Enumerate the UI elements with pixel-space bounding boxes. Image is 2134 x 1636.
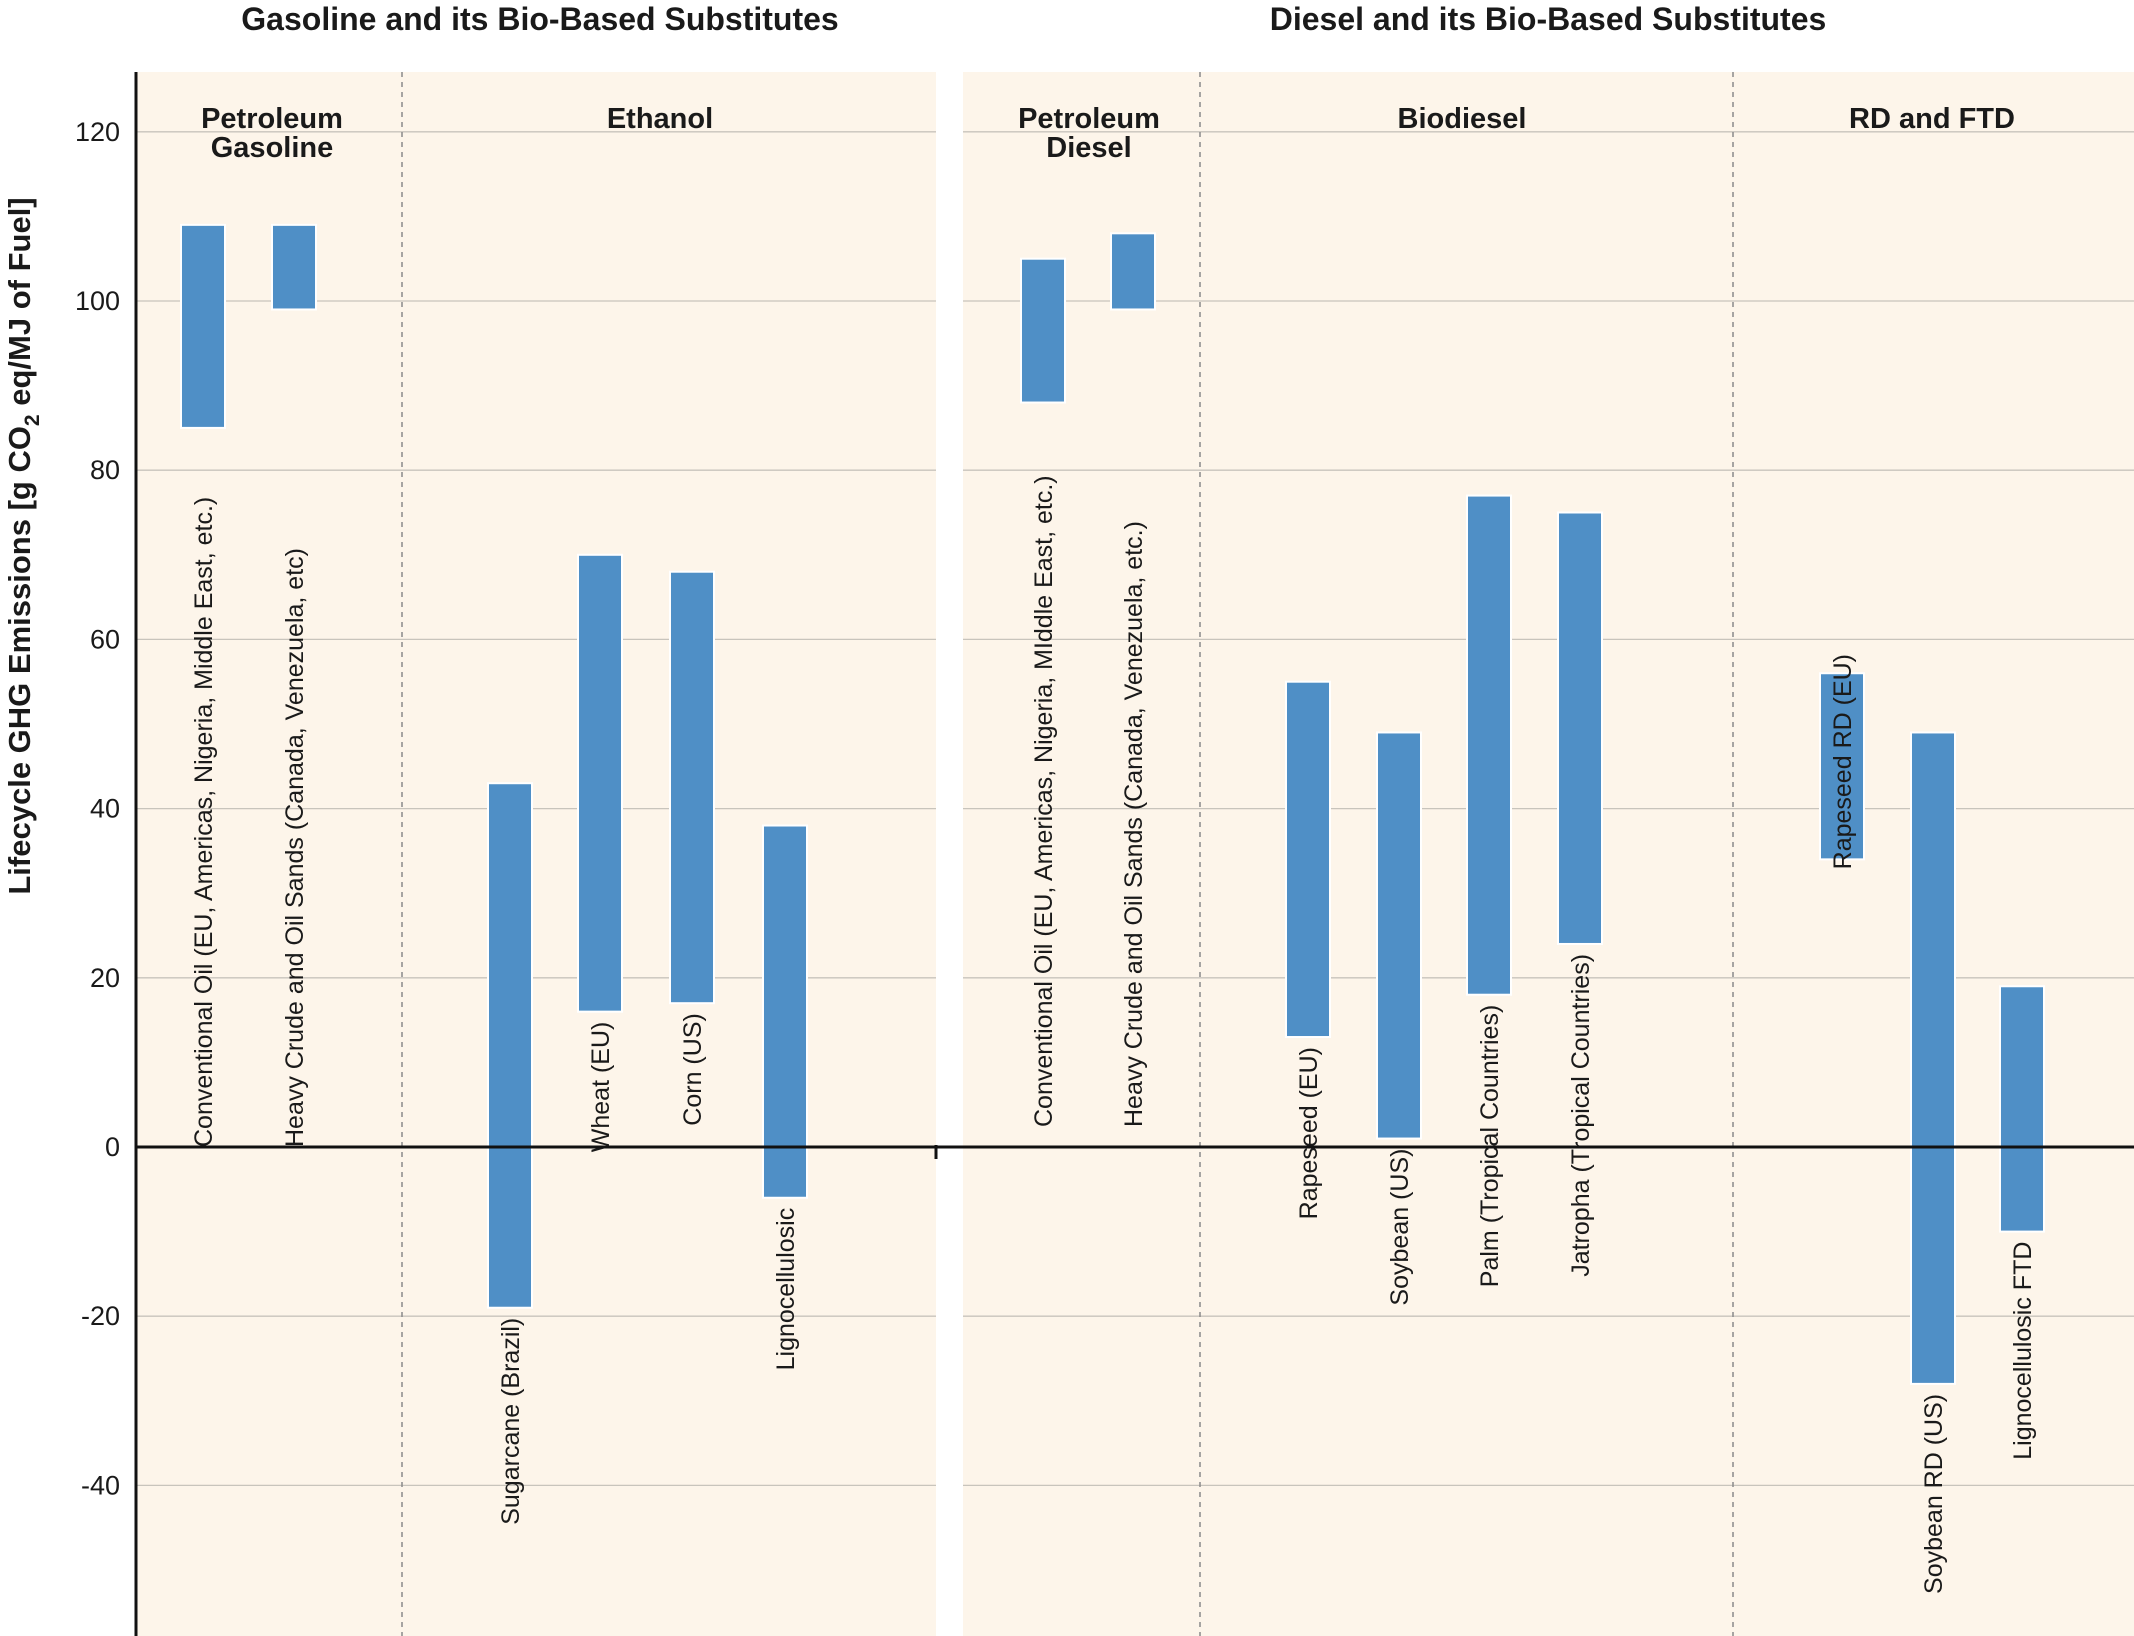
bar-label: Soybean RD (US)	[1920, 1394, 1948, 1594]
y-tick-label: -20	[81, 1301, 120, 1331]
bar-label: Wheat (EU)	[587, 1022, 615, 1153]
y-axis-title-tail: eq/MJ of Fuel]	[2, 197, 37, 414]
bar-label: Heavy Crude and Oil Sands (Canada, Venez…	[1120, 521, 1148, 1127]
range-bar	[1110, 232, 1156, 311]
y-tick-label: 40	[90, 794, 120, 824]
group-title-petroleum-gasoline: Petroleum Gasoline	[201, 103, 343, 164]
group-title-ethanol: Ethanol	[607, 103, 713, 135]
gasoline-panel-background	[136, 72, 936, 1636]
y-axis-title-subscript: 2	[21, 414, 44, 426]
group-title-line: Petroleum	[201, 103, 343, 135]
diesel-panel-title: Diesel and its Bio-Based Substitutes	[1270, 1, 1827, 37]
y-tick-label: 80	[90, 455, 120, 485]
y-tick-label: 60	[90, 624, 120, 654]
range-bar	[1466, 494, 1512, 996]
bar-label: Sugarcane (Brazil)	[497, 1318, 525, 1525]
group-title-rd-ftd: RD and FTD	[1849, 103, 2015, 135]
bar-label: Jatropha (Tropical Countries)	[1567, 954, 1595, 1277]
group-title-petroleum-diesel: Petroleum Diesel	[1018, 103, 1160, 164]
range-bar	[669, 570, 715, 1005]
gasoline-panel-title: Gasoline and its Bio-Based Substitutes	[241, 1, 838, 37]
range-bar	[180, 223, 226, 429]
y-axis-title-main: Lifecycle GHG Emissions [g CO	[2, 426, 37, 895]
bar-label: Rapeseed (EU)	[1295, 1047, 1323, 1219]
range-bar	[1999, 985, 2045, 1233]
y-tick-label: 100	[75, 286, 120, 316]
bar-label: Conventional Oil (EU, Americas, Nigeria,…	[1030, 475, 1058, 1127]
range-bar	[1376, 731, 1422, 1140]
bar-label: Heavy Crude and Oil Sands (Canada, Venez…	[281, 548, 309, 1147]
range-bar	[271, 223, 317, 311]
bar-label: Soybean (US)	[1386, 1149, 1414, 1306]
range-bar	[1819, 672, 1865, 861]
bar-label: Lignocellulosic	[772, 1208, 800, 1371]
y-tick-label: -40	[81, 1470, 120, 1500]
bar-label: Rapeseed RD (EU)	[1829, 654, 1857, 869]
range-bar	[1020, 257, 1066, 404]
group-title-line: Diesel	[1046, 132, 1131, 164]
y-tick-label: 0	[105, 1132, 120, 1162]
range-bar	[1557, 511, 1603, 945]
y-tick-label: 120	[75, 117, 120, 147]
group-title-line: Petroleum	[1018, 103, 1160, 135]
y-tick-labels: 120 100 80 60 40 20 0 -20 -40	[75, 117, 120, 1501]
bar-label: Corn (US)	[679, 1013, 707, 1126]
range-bar	[762, 824, 808, 1199]
y-tick-label: 20	[90, 963, 120, 993]
range-bar	[1910, 731, 1956, 1385]
group-dividers	[401, 72, 1734, 1636]
range-bar	[1285, 680, 1331, 1039]
group-title-biodiesel: Biodiesel	[1398, 103, 1527, 135]
bar-label: Lignocellulosic FTD	[2009, 1242, 2037, 1460]
range-bar	[487, 782, 533, 1309]
y-axis-title: Lifecycle GHG Emissions [g CO2 eq/MJ of …	[2, 197, 44, 894]
group-title-line: Gasoline	[211, 132, 334, 164]
range-bar	[577, 553, 623, 1013]
bars	[180, 223, 2045, 1385]
bar-label: Conventional Oil (EU, Americas, Nigeria,…	[190, 497, 218, 1147]
